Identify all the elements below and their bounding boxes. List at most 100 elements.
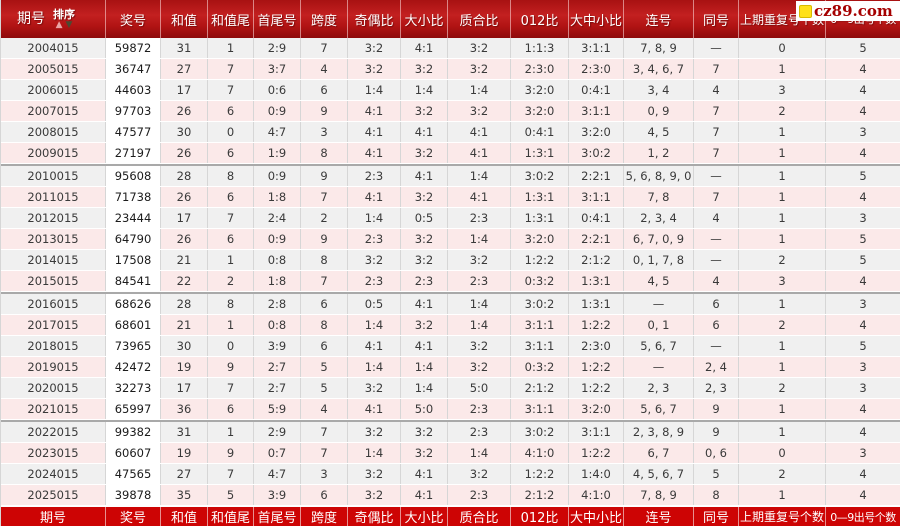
cell-prime_comp: 3:2 bbox=[448, 101, 511, 121]
sort-label: 排序 bbox=[53, 7, 75, 21]
table-row: 2019015 42472 19 9 2:7 5 1:4 1:4 3:2 0:3:2 1:2:2—2… bbox=[1, 357, 900, 378]
footer-label-same-number: 同号 bbox=[694, 507, 739, 526]
cell-sum_tail: 7 bbox=[208, 464, 254, 484]
cell-big_mid_small: 2:3:0 bbox=[569, 59, 624, 79]
cell-same_number: 7 bbox=[694, 122, 739, 142]
cell-digit_count: 3 bbox=[826, 294, 900, 314]
footer-label-sum-tail: 和值尾 bbox=[208, 507, 254, 526]
cell-ratio_012: 3:1:1 bbox=[511, 336, 569, 356]
cell-consecutive: 4, 5, 6, 7 bbox=[624, 464, 694, 484]
table-row: 2023015 60607 19 9 0:7 7 1:4 3:2 1:4 4:1:0 1:2:2 6,… bbox=[1, 443, 900, 464]
sort-control[interactable]: 排序 ▲ ▼ bbox=[53, 7, 75, 30]
cell-odd_even: 3:2 bbox=[348, 464, 401, 484]
cell-prime_comp: 1:4 bbox=[448, 229, 511, 249]
cell-span: 2 bbox=[301, 208, 348, 228]
cell-big_small: 3:2 bbox=[401, 101, 448, 121]
cell-big_small: 4:1 bbox=[401, 294, 448, 314]
column-header-012-ratio: 012比 bbox=[511, 0, 569, 38]
cell-big_small: 4:1 bbox=[401, 122, 448, 142]
cell-ratio_012: 3:2:0 bbox=[511, 101, 569, 121]
cell-same_number: 4 bbox=[694, 271, 739, 291]
cell-consecutive: 3, 4, 6, 7 bbox=[624, 59, 694, 79]
cell-ratio_012: 3:1:1 bbox=[511, 315, 569, 335]
footer-label-012-ratio: 012比 bbox=[511, 507, 569, 526]
cell-sum_tail: 6 bbox=[208, 229, 254, 249]
cell-big_small: 3:2 bbox=[401, 422, 448, 442]
cell-same_number: 2, 3 bbox=[694, 378, 739, 398]
cell-digit_count: 5 bbox=[826, 229, 900, 249]
cell-span: 9 bbox=[301, 166, 348, 186]
cell-period: 2008015 bbox=[1, 122, 106, 142]
cell-prime_comp: 4:1 bbox=[448, 122, 511, 142]
cell-sum: 28 bbox=[161, 294, 208, 314]
cell-first_last: 3:9 bbox=[254, 336, 301, 356]
cell-digit_count: 5 bbox=[826, 336, 900, 356]
cell-prev_repeat: 1 bbox=[739, 485, 826, 505]
cell-big_mid_small: 3:1:1 bbox=[569, 101, 624, 121]
sort-asc-icon[interactable]: ▲ bbox=[55, 19, 63, 30]
cell-sum: 30 bbox=[161, 336, 208, 356]
cell-big_small: 1:4 bbox=[401, 80, 448, 100]
table-row: 2006015 44603 17 7 0:6 6 1:4 1:4 1:4 3:2:0 0:4:1 3,… bbox=[1, 80, 900, 101]
cell-sum_tail: 1 bbox=[208, 38, 254, 58]
cell-sum: 19 bbox=[161, 357, 208, 377]
cell-digit_count: 4 bbox=[826, 422, 900, 442]
cell-prime_comp: 3:2 bbox=[448, 357, 511, 377]
cell-sum: 26 bbox=[161, 229, 208, 249]
footer-label-first-last: 首尾号 bbox=[254, 507, 301, 526]
cell-period: 2020015 bbox=[1, 378, 106, 398]
cell-digit_count: 5 bbox=[826, 38, 900, 58]
cell-big_mid_small: 2:2:1 bbox=[569, 166, 624, 186]
cell-prize: 27197 bbox=[106, 143, 161, 163]
cell-big_small: 4:1 bbox=[401, 464, 448, 484]
cell-period: 2022015 bbox=[1, 422, 106, 442]
cell-big_mid_small: 0:4:1 bbox=[569, 80, 624, 100]
cell-prev_repeat: 3 bbox=[739, 271, 826, 291]
cell-first_last: 0:7 bbox=[254, 443, 301, 463]
cell-prime_comp: 4:1 bbox=[448, 143, 511, 163]
cell-sum: 26 bbox=[161, 187, 208, 207]
cell-sum_tail: 5 bbox=[208, 485, 254, 505]
table-row: 2005015 36747 27 7 3:7 4 3:2 3:2 3:2 2:3:0 2:3:0 3,… bbox=[1, 59, 900, 80]
cell-big_small: 5:0 bbox=[401, 399, 448, 419]
cell-prev_repeat: 1 bbox=[739, 422, 826, 442]
cell-same_number: — bbox=[694, 229, 739, 249]
cell-prev_repeat: 2 bbox=[739, 378, 826, 398]
cell-same_number: 7 bbox=[694, 101, 739, 121]
cell-ratio_012: 3:0:2 bbox=[511, 422, 569, 442]
cell-consecutive: 4, 5 bbox=[624, 122, 694, 142]
cell-prime_comp: 3:2 bbox=[448, 336, 511, 356]
cell-sum_tail: 7 bbox=[208, 378, 254, 398]
cell-big_small: 2:3 bbox=[401, 271, 448, 291]
cell-consecutive: 7, 8, 9 bbox=[624, 485, 694, 505]
cell-big_small: 3:2 bbox=[401, 250, 448, 270]
cell-span: 7 bbox=[301, 38, 348, 58]
cell-span: 6 bbox=[301, 485, 348, 505]
cell-ratio_012: 1:3:1 bbox=[511, 208, 569, 228]
cell-first_last: 1:8 bbox=[254, 187, 301, 207]
cell-big_small: 1:4 bbox=[401, 357, 448, 377]
table-row: 2016015 68626 28 8 2:8 6 0:5 4:1 1:4 3:0:2 1:3:1—6… bbox=[1, 292, 900, 315]
cell-odd_even: 4:1 bbox=[348, 101, 401, 121]
cell-period: 2009015 bbox=[1, 143, 106, 163]
cell-period: 2013015 bbox=[1, 229, 106, 249]
cell-big_small: 3:2 bbox=[401, 315, 448, 335]
cell-big_mid_small: 1:2:2 bbox=[569, 357, 624, 377]
cell-odd_even: 1:4 bbox=[348, 315, 401, 335]
watermark-cz89[interactable]: cz89.com bbox=[796, 1, 900, 21]
cell-ratio_012: 3:0:2 bbox=[511, 294, 569, 314]
cell-prize: 23444 bbox=[106, 208, 161, 228]
cell-sum_tail: 0 bbox=[208, 122, 254, 142]
cell-period: 2018015 bbox=[1, 336, 106, 356]
cell-sum_tail: 1 bbox=[208, 315, 254, 335]
cell-ratio_012: 0:3:2 bbox=[511, 357, 569, 377]
cell-period: 2014015 bbox=[1, 250, 106, 270]
cell-digit_count: 4 bbox=[826, 187, 900, 207]
sort-desc-icon[interactable]: ▼ bbox=[65, 19, 73, 30]
cell-sum_tail: 7 bbox=[208, 80, 254, 100]
cell-same_number: — bbox=[694, 166, 739, 186]
footer-label-sum: 和值 bbox=[161, 507, 208, 526]
cell-ratio_012: 2:1:2 bbox=[511, 485, 569, 505]
table-row: 2018015 73965 30 0 3:9 6 4:1 4:1 3:2 3:1:1 2:3:0 5,… bbox=[1, 336, 900, 357]
table-row: 2013015 64790 26 6 0:9 9 2:3 3:2 1:4 3:2:0 2:2:1 6,… bbox=[1, 229, 900, 250]
